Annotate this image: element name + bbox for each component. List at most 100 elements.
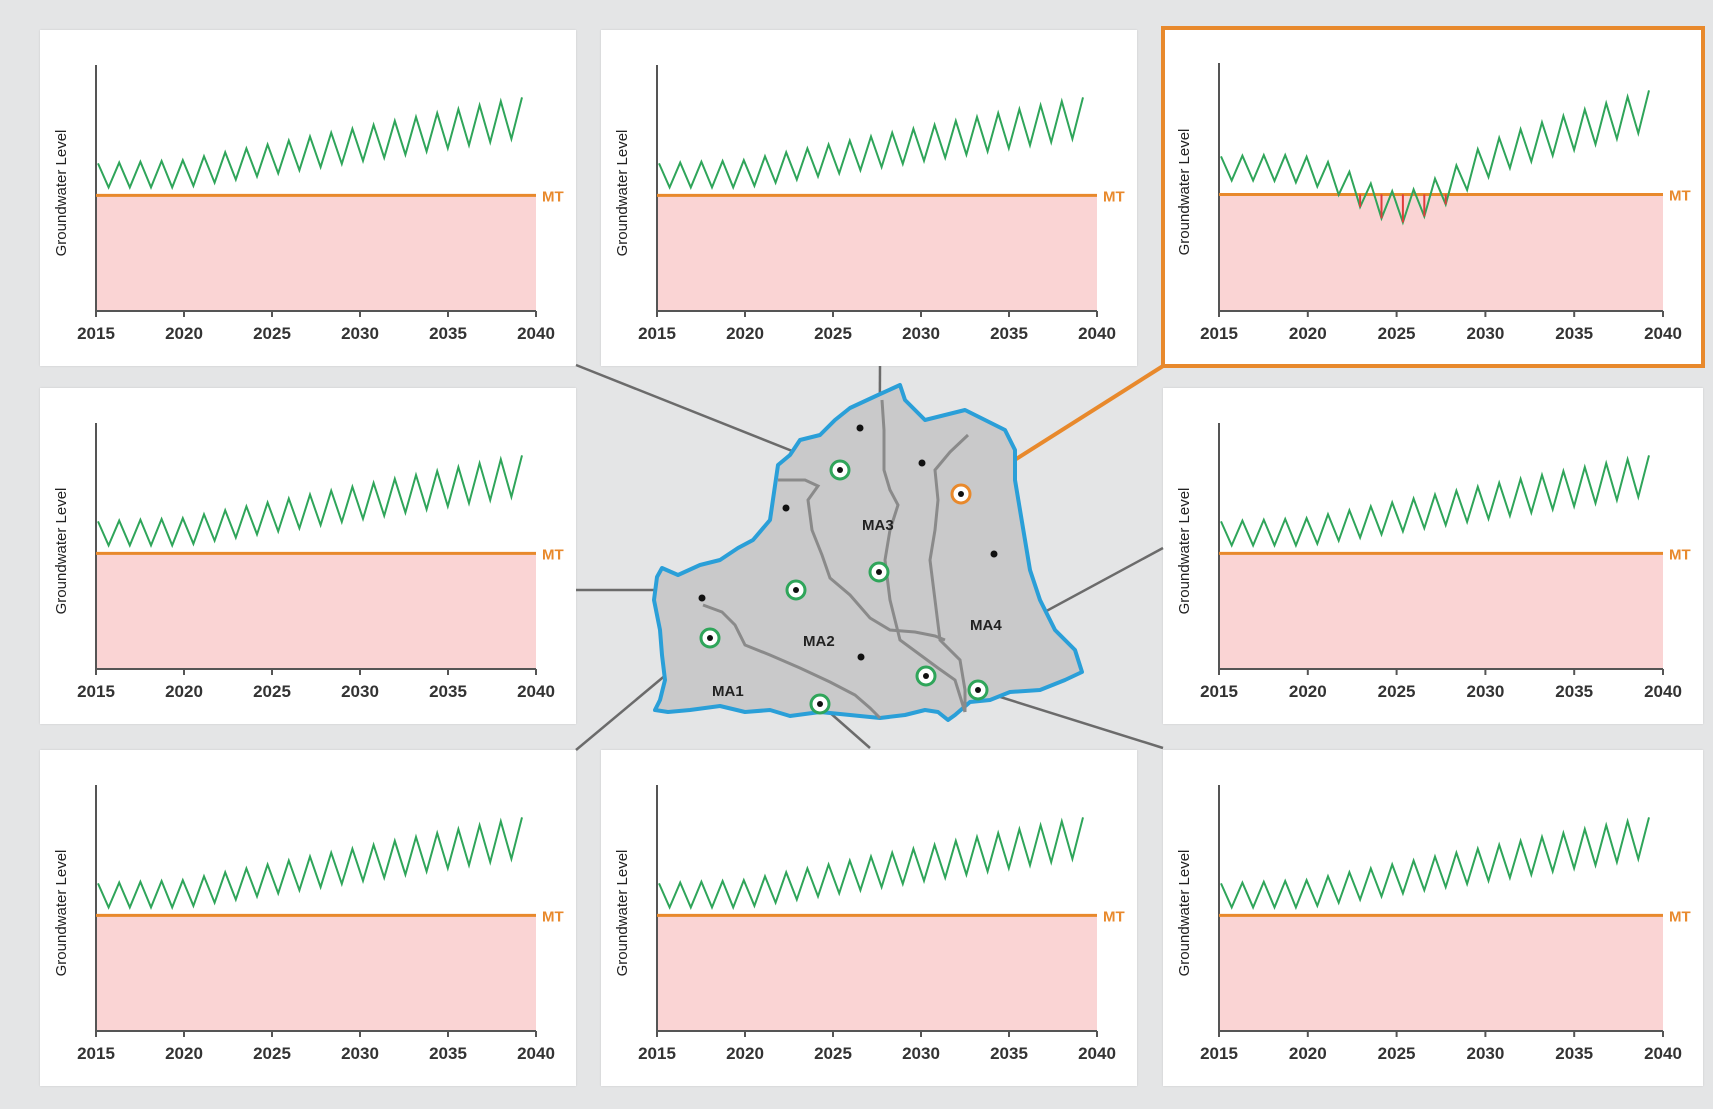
- x-tick-label: 2030: [902, 324, 940, 343]
- x-tick-label: 2020: [165, 324, 203, 343]
- groundwater-level-line: [97, 455, 523, 549]
- secondary-well-dot: [990, 550, 998, 558]
- x-tick-label: 2035: [1555, 682, 1593, 701]
- x-tick-label: 2020: [165, 1044, 203, 1063]
- hydrograph-chart: MT Groundwater Level 2015 2020 2025 2030 2035 2…: [614, 65, 1125, 343]
- leader-line: [925, 546, 1164, 678]
- x-tick-label: 2030: [1466, 1044, 1504, 1063]
- leader-line: [977, 688, 1164, 750]
- x-tick-label: 2035: [990, 1044, 1028, 1063]
- x-tick-label: 2030: [1466, 324, 1504, 343]
- x-tick-label: 2025: [253, 324, 291, 343]
- x-tick-label: 2020: [1289, 1044, 1327, 1063]
- leader-lines: [575, 363, 1165, 751]
- secondary-well-dot: [698, 594, 706, 602]
- monitoring-well-marker: [950, 483, 972, 505]
- below-threshold-zone: [96, 915, 536, 1031]
- x-tick-label: 2035: [1555, 324, 1593, 343]
- below-threshold-zone: [96, 195, 536, 311]
- x-tick-label: 2020: [1289, 324, 1327, 343]
- hydrograph-chart: MT Groundwater Level 2015 2020 2025 2030 2035 2…: [1176, 785, 1691, 1063]
- management-area-labels: MA1 MA2 MA3 MA4: [712, 517, 1002, 700]
- hydrograph-panel-middle-left: MT Groundwater Level 2015 2020 2025 2030 2035 2…: [40, 388, 576, 724]
- hydrograph-chart: MT Groundwater Level 2015 2020 2025 2030 2035 2…: [53, 423, 564, 701]
- x-tick-label: 2015: [77, 682, 115, 701]
- x-tick-label: 2030: [341, 682, 379, 701]
- x-tick-label: 2030: [1466, 682, 1504, 701]
- well-dot: [707, 635, 713, 641]
- monitoring-well-marker: [868, 561, 890, 583]
- hydrograph-panel-top-middle: MT Groundwater Level 2015 2020 2025 2030 2035 2…: [601, 30, 1137, 366]
- well-dot: [817, 701, 823, 707]
- below-threshold-zone: [657, 195, 1097, 311]
- x-tick-label: 2015: [77, 1044, 115, 1063]
- x-tick-label: 2015: [1200, 682, 1238, 701]
- x-tick-label: 2030: [341, 1044, 379, 1063]
- monitoring-well-marker: [809, 693, 831, 715]
- monitoring-wells: [698, 424, 998, 715]
- ma-label: MA1: [712, 683, 744, 700]
- x-tick-label: 2015: [638, 1044, 676, 1063]
- y-axis-label: Groundwater Level: [1176, 850, 1193, 977]
- y-axis-label: Groundwater Level: [53, 850, 70, 977]
- monitoring-well-marker: [785, 579, 807, 601]
- hydrograph-chart: MT Groundwater Level 2015 2020 2025 2030 2035 2…: [53, 785, 564, 1063]
- ma-label: MA2: [803, 633, 835, 650]
- below-threshold-zone: [1219, 194, 1663, 311]
- leader-line: [575, 637, 711, 751]
- x-tick-label: 2025: [814, 1044, 852, 1063]
- threshold-label: MT: [1103, 908, 1125, 925]
- x-tick-label: 2015: [1200, 1044, 1238, 1063]
- well-dot: [793, 587, 799, 593]
- leader-line: [575, 363, 841, 472]
- basin-outline: [652, 383, 1084, 722]
- leader-line: [819, 703, 871, 749]
- y-axis-label: Groundwater Level: [53, 488, 70, 615]
- threshold-label: MT: [1669, 908, 1691, 925]
- well-dot: [975, 687, 981, 693]
- management-area-boundaries: [702, 399, 970, 720]
- hydrograph-chart: MT Groundwater Level 2015 2020 2025 2030 2035 2…: [53, 65, 564, 343]
- x-tick-label: 2040: [1644, 324, 1682, 343]
- ma-label: MA4: [970, 617, 1002, 634]
- x-tick-label: 2025: [1378, 1044, 1416, 1063]
- hydrograph-panel-top-left: MT Groundwater Level 2015 2020 2025 2030 2035 2…: [40, 30, 576, 366]
- x-tick-label: 2015: [638, 324, 676, 343]
- threshold-label: MT: [1103, 188, 1125, 205]
- x-tick-label: 2040: [1078, 1044, 1116, 1063]
- x-tick-label: 2040: [1078, 324, 1116, 343]
- x-tick-label: 2035: [429, 682, 467, 701]
- groundwater-level-line: [1220, 90, 1650, 226]
- groundwater-level-line: [1220, 817, 1650, 911]
- well-dot: [923, 673, 929, 679]
- y-axis-label: Groundwater Level: [53, 130, 70, 257]
- monitoring-well-marker: [967, 679, 989, 701]
- threshold-label: MT: [542, 908, 564, 925]
- hydrograph-panel-bottom-left: MT Groundwater Level 2015 2020 2025 2030 2035 2…: [40, 750, 576, 1086]
- x-tick-label: 2025: [1378, 324, 1416, 343]
- x-tick-label: 2040: [1644, 1044, 1682, 1063]
- secondary-well-dot: [918, 459, 926, 467]
- x-tick-label: 2020: [1289, 682, 1327, 701]
- groundwater-level-line: [97, 817, 523, 911]
- below-threshold-zone: [1219, 553, 1663, 669]
- threshold-label: MT: [1669, 546, 1691, 563]
- ma-label: MA3: [862, 517, 894, 534]
- x-tick-label: 2025: [253, 682, 291, 701]
- x-tick-label: 2020: [726, 324, 764, 343]
- well-dot: [837, 467, 843, 473]
- x-tick-label: 2015: [1200, 324, 1238, 343]
- secondary-well-dot: [782, 504, 790, 512]
- y-axis-label: Groundwater Level: [1176, 488, 1193, 615]
- x-tick-label: 2040: [517, 324, 555, 343]
- groundwater-level-line: [1220, 455, 1650, 549]
- x-tick-label: 2040: [517, 1044, 555, 1063]
- hydrograph-chart: MT Groundwater Level 2015 2020 2025 2030 2035 2…: [614, 785, 1125, 1063]
- hydrograph-chart: MT Groundwater Level 2015 2020 2025 2030 2035 2…: [1176, 63, 1691, 343]
- below-threshold-segments: [1337, 194, 1447, 223]
- leader-line: [877, 365, 882, 573]
- hydrograph-panel-bottom-middle: MT Groundwater Level 2015 2020 2025 2030 2035 2…: [601, 750, 1137, 1086]
- x-tick-label: 2030: [902, 1044, 940, 1063]
- y-axis-label: Groundwater Level: [614, 130, 631, 257]
